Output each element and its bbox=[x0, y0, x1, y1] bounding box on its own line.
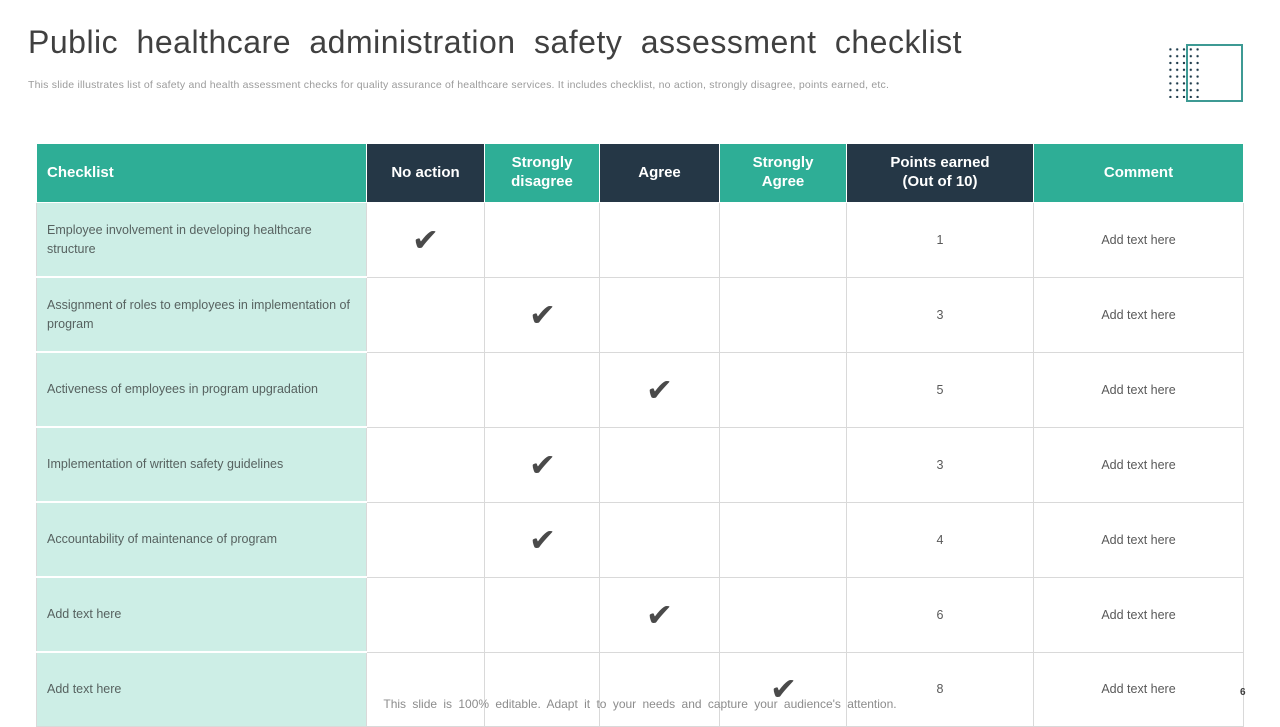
answer-cell-no-action bbox=[366, 651, 485, 727]
column-header-comment: Comment bbox=[1033, 143, 1244, 203]
page-title: Public healthcare administration safety … bbox=[28, 24, 963, 60]
answer-cell-strongly-disagree bbox=[484, 576, 600, 653]
answer-cell-strongly-disagree: ✔ bbox=[484, 276, 600, 353]
answer-cell-no-action bbox=[366, 351, 485, 428]
answer-cell-agree bbox=[599, 426, 720, 503]
checklist-item-cell[interactable]: Add text here bbox=[36, 576, 367, 653]
column-header-strongly-disagree: Strongly disagree bbox=[484, 143, 600, 203]
footer-note: This slide is 100% editable. Adapt it to… bbox=[383, 697, 897, 711]
checklist-item-cell: Assignment of roles to employees in impl… bbox=[36, 276, 367, 353]
table-row: Implementation of written safety guideli… bbox=[36, 426, 1244, 503]
answer-cell-strongly-agree bbox=[719, 351, 847, 428]
checklist-table: Checklist No action Strongly disagree Agree… bbox=[36, 143, 1244, 727]
answer-cell-agree: ✔ bbox=[599, 351, 720, 428]
points-cell: 1 bbox=[846, 202, 1034, 278]
answer-cell-strongly-disagree bbox=[484, 202, 600, 278]
answer-cell-agree bbox=[599, 651, 720, 727]
column-header-agree: Agree bbox=[599, 143, 720, 203]
comment-cell[interactable]: Add text here bbox=[1033, 426, 1244, 503]
answer-cell-no-action: ✔ bbox=[366, 202, 485, 278]
checklist-item-cell[interactable]: Add text here bbox=[36, 651, 367, 727]
checkmark-icon: ✔ bbox=[527, 296, 557, 333]
decoration-dots-icon bbox=[1167, 46, 1200, 98]
answer-cell-no-action bbox=[366, 276, 485, 353]
checklist-table-body: Employee involvement in developing healt… bbox=[36, 202, 1244, 727]
answer-cell-agree bbox=[599, 202, 720, 278]
checkmark-icon: ✔ bbox=[645, 596, 674, 633]
column-header-checklist: Checklist bbox=[36, 143, 367, 203]
points-cell: 4 bbox=[846, 501, 1034, 578]
page-number: 6 bbox=[1240, 687, 1246, 698]
answer-cell-no-action bbox=[366, 501, 485, 578]
answer-cell-no-action bbox=[366, 576, 485, 653]
comment-cell[interactable]: Add text here bbox=[1033, 576, 1244, 653]
comment-cell[interactable]: Add text here bbox=[1033, 351, 1244, 428]
table-row: Accountability of maintenance of program… bbox=[36, 501, 1244, 578]
comment-cell[interactable]: Add text here bbox=[1033, 276, 1244, 353]
checkmark-icon: ✔ bbox=[527, 521, 557, 558]
points-cell: 3 bbox=[846, 276, 1034, 353]
points-cell: 8 bbox=[846, 651, 1034, 727]
answer-cell-strongly-agree bbox=[719, 426, 847, 503]
comment-cell[interactable]: Add text here bbox=[1033, 651, 1244, 727]
points-cell: 6 bbox=[846, 576, 1034, 653]
checkmark-icon: ✔ bbox=[527, 446, 557, 483]
column-header-points-earned-out-of-10: Points earned (Out of 10) bbox=[846, 143, 1034, 203]
checkmark-icon: ✔ bbox=[645, 371, 674, 408]
table-header-row: Checklist No action Strongly disagree Agree… bbox=[36, 143, 1244, 203]
checklist-item-cell: Accountability of maintenance of program bbox=[36, 501, 367, 578]
table-row: Assignment of roles to employees in impl… bbox=[36, 276, 1244, 353]
checklist-item-cell: Implementation of written safety guideli… bbox=[36, 426, 367, 503]
answer-cell-agree: ✔ bbox=[599, 576, 720, 653]
answer-cell-strongly-agree bbox=[719, 501, 847, 578]
answer-cell-no-action bbox=[366, 426, 485, 503]
points-cell: 3 bbox=[846, 426, 1034, 503]
column-header-strongly-agree: Strongly Agree bbox=[719, 143, 847, 203]
checklist-item-cell: Employee involvement in developing healt… bbox=[36, 202, 367, 278]
column-header-no-action: No action bbox=[366, 143, 485, 203]
table-row: Employee involvement in developing healt… bbox=[36, 202, 1244, 278]
points-cell: 5 bbox=[846, 351, 1034, 428]
comment-cell[interactable]: Add text here bbox=[1033, 501, 1244, 578]
answer-cell-strongly-agree bbox=[719, 276, 847, 353]
answer-cell-agree bbox=[599, 276, 720, 353]
page-subtitle: This slide illustrates list of safety an… bbox=[28, 79, 890, 91]
comment-cell[interactable]: Add text here bbox=[1033, 202, 1244, 278]
checklist-item-cell: Activeness of employees in program upgra… bbox=[36, 351, 367, 428]
answer-cell-agree bbox=[599, 501, 720, 578]
answer-cell-strongly-disagree bbox=[484, 351, 600, 428]
table-row: Add text here ✔ 8 Add text here bbox=[36, 651, 1244, 727]
answer-cell-strongly-agree bbox=[719, 202, 847, 278]
answer-cell-strongly-agree bbox=[719, 576, 847, 653]
table-row: Activeness of employees in program upgra… bbox=[36, 351, 1244, 428]
checkmark-icon: ✔ bbox=[411, 221, 440, 259]
table-row: Add text here ✔ 6 Add text here bbox=[36, 576, 1244, 653]
answer-cell-strongly-disagree: ✔ bbox=[484, 501, 600, 578]
answer-cell-strongly-disagree: ✔ bbox=[484, 426, 600, 503]
answer-cell-strongly-disagree bbox=[484, 651, 600, 727]
answer-cell-strongly-agree: ✔ bbox=[719, 651, 847, 727]
